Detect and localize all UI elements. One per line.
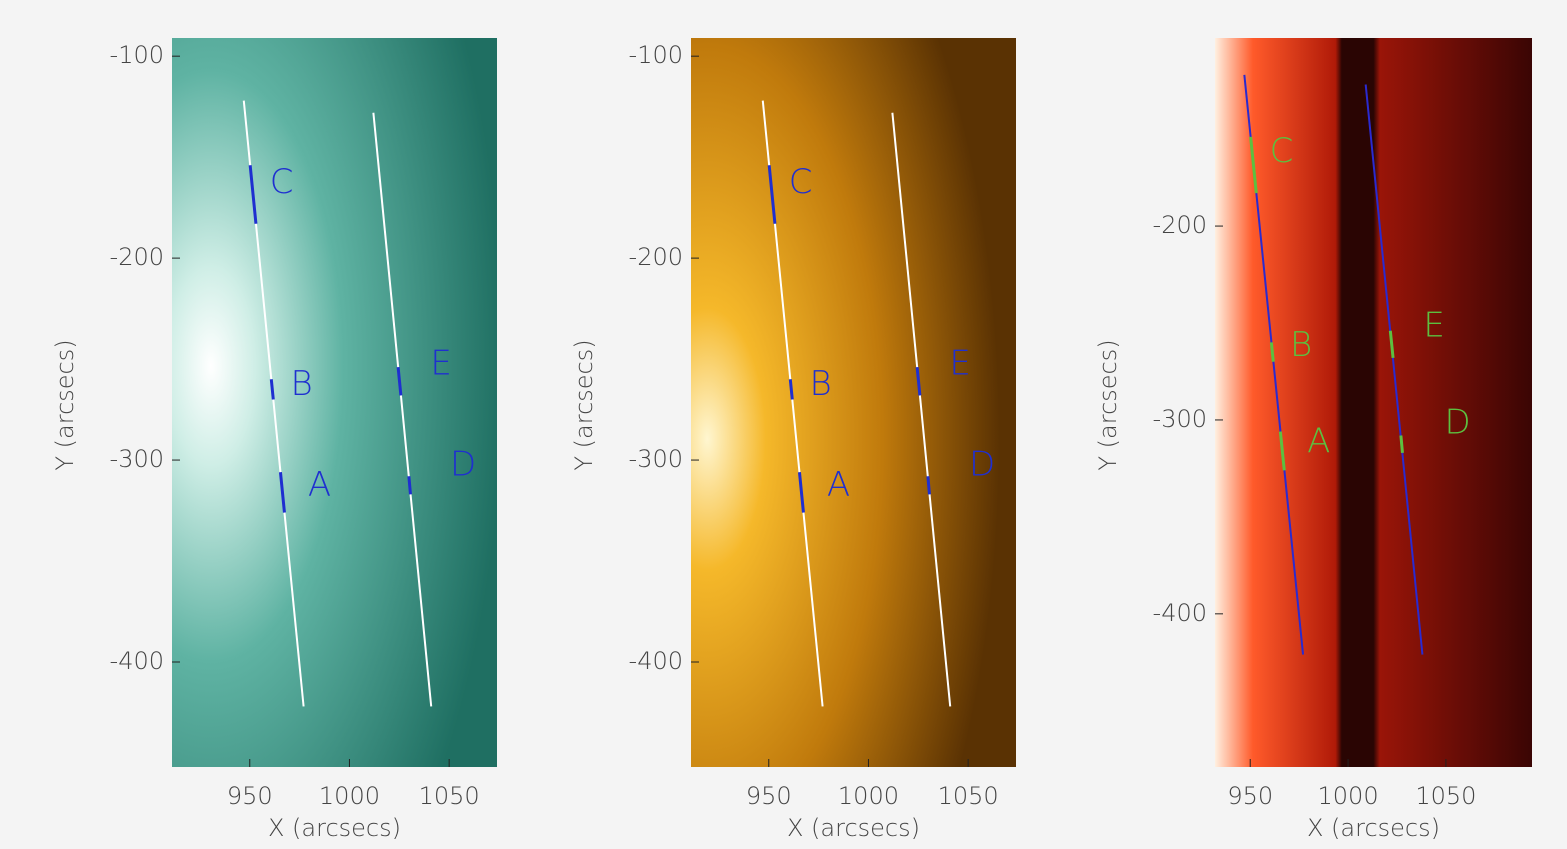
annotation: E (949, 344, 970, 384)
y-tick-label: -400 (1153, 599, 1207, 627)
annotation: C (1270, 131, 1294, 171)
x-tick-label: 950 (1227, 782, 1273, 810)
y-axis-title: Y (arcsecs) (1094, 339, 1122, 470)
y-tick-label: -300 (1153, 405, 1207, 433)
x-tick-label: 1050 (419, 782, 480, 810)
figure: 950 1000 1050 -100 -200 -300 -400 X (arcsecs) Y … (0, 0, 1567, 849)
x-tick-label: 950 (746, 782, 792, 810)
slit-segment (271, 379, 273, 399)
annotation: B (1290, 325, 1312, 365)
x-tick-label: 950 (227, 782, 273, 810)
annotation: A (1307, 422, 1330, 462)
annotation: B (290, 364, 312, 404)
y-axis-title: Y (arcsecs) (570, 339, 598, 470)
slit-segment (790, 379, 792, 399)
annotation: B (809, 364, 831, 404)
annotation: D (1445, 402, 1471, 442)
page: 950 1000 1050 -100 -200 -300 -400 X (arcsecs) Y … (0, 0, 1567, 849)
x-tick-label: 1050 (1415, 782, 1476, 810)
annotation: A (308, 465, 331, 505)
x-axis-title: X (arcsecs) (268, 814, 401, 842)
y-tick-label: -200 (110, 243, 164, 271)
slit-segment (928, 476, 930, 494)
y-tick-label: -100 (110, 41, 164, 69)
y-tick-label: -300 (110, 445, 164, 473)
x-tick-label: 1050 (938, 782, 999, 810)
y-tick-label: -200 (629, 243, 683, 271)
x-tick-label: 1000 (1318, 782, 1379, 810)
slit-segment (1271, 342, 1273, 361)
x-tick-label: 1000 (838, 782, 899, 810)
y-tick-label: -200 (1153, 211, 1207, 239)
y-tick-label: -300 (629, 445, 683, 473)
annotation: A (827, 465, 850, 505)
slit-segment (1401, 435, 1403, 452)
annotation: E (430, 344, 451, 384)
slit-segment (409, 476, 411, 494)
annotation: E (1423, 305, 1444, 345)
y-tick-label: -400 (110, 647, 164, 675)
annotation: C (789, 162, 813, 202)
x-axis-title: X (arcsecs) (787, 814, 920, 842)
image-panel (691, 38, 1016, 767)
x-axis-title: X (arcsecs) (1307, 814, 1440, 842)
image-panel (172, 38, 497, 767)
annotation: C (270, 162, 294, 202)
annotation: D (969, 445, 995, 485)
x-tick-label: 1000 (319, 782, 380, 810)
annotation: D (450, 445, 476, 485)
y-tick-label: -100 (629, 41, 683, 69)
y-axis-title: Y (arcsecs) (51, 339, 79, 470)
image-panel (1215, 38, 1532, 767)
y-tick-label: -400 (629, 647, 683, 675)
